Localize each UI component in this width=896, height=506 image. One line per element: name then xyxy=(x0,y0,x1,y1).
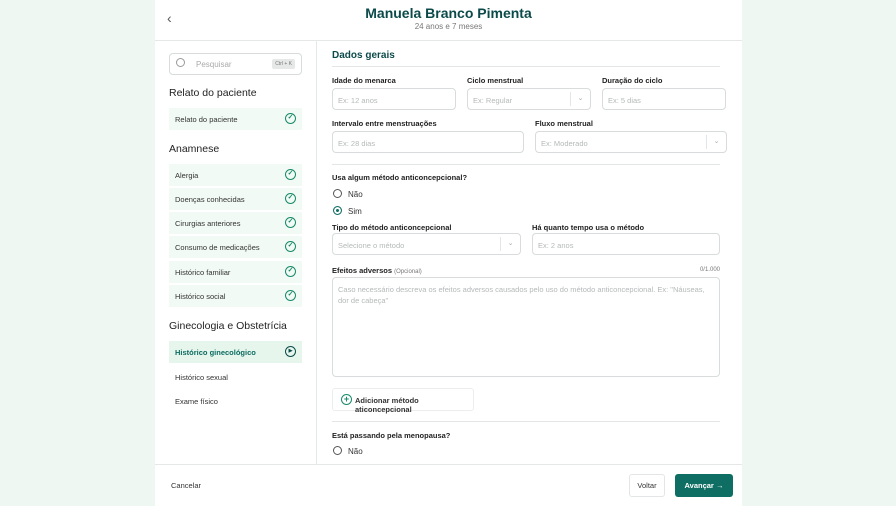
label: Duração do ciclo xyxy=(602,76,663,85)
check-circle-icon: ✓ xyxy=(285,241,296,252)
ciclo-menstrual-select[interactable]: Ex: Regular ⌄ xyxy=(467,88,591,110)
radio-sim[interactable]: Sim xyxy=(333,206,362,216)
item-label: Histórico sexual xyxy=(175,373,228,382)
radio-menopausa-nao[interactable]: Não xyxy=(333,446,363,456)
duracao-ciclo-input[interactable]: Ex: 5 dias xyxy=(602,88,726,110)
label-text: Efeitos adversos xyxy=(332,266,393,275)
item-label: Histórico ginecológico xyxy=(175,348,256,357)
fluxo-select[interactable]: Ex: Moderado ⌄ xyxy=(535,131,727,153)
button-label: Adicionar método aticoncepcional xyxy=(355,396,419,414)
add-method-button[interactable]: + Adicionar método aticoncepcional xyxy=(332,388,474,414)
arrow-right-icon: → xyxy=(715,481,724,490)
label: Há quanto tempo usa o método xyxy=(532,223,645,232)
label: Ciclo menstrual xyxy=(467,76,524,85)
item-label: Cirurgias anteriores xyxy=(175,219,241,228)
item-label: Doenças conhecidas xyxy=(175,195,245,204)
check-circle-icon: ✓ xyxy=(285,217,296,228)
sidebar: Pesquisar Ctrl + K Relato do paciente Re… xyxy=(155,41,317,464)
divider xyxy=(332,66,720,67)
sidebar-item-alergia[interactable]: Alergia ✓ xyxy=(169,164,302,186)
sidebar-item-social[interactable]: Histórico social ✓ xyxy=(169,285,302,307)
shortcut-badge: Ctrl + K xyxy=(272,59,295,69)
check-circle-icon: ✓ xyxy=(285,113,296,124)
chevron-down-icon: ⌄ xyxy=(706,135,726,149)
placeholder: Ex: Moderado xyxy=(541,139,588,148)
placeholder: Ex: 5 dias xyxy=(608,96,641,105)
back-chevron-icon[interactable]: ‹ xyxy=(167,10,172,26)
header: ‹ Manuela Branco Pimenta 24 anos e 7 mes… xyxy=(155,0,742,41)
tempo-metodo-input[interactable]: Ex: 2 anos xyxy=(532,233,720,255)
label: Intervalo entre menstruações xyxy=(332,119,437,128)
sidebar-item-relato[interactable]: Relato do paciente ✓ xyxy=(169,108,302,130)
placeholder: Caso necessário descreva os efeitos adve… xyxy=(338,285,705,305)
question: Está passando pela menopausa? xyxy=(332,431,451,440)
item-label: Consumo de medicações xyxy=(175,243,260,252)
label: Efeitos adversos (Opcional) xyxy=(332,266,422,275)
placeholder: Ex: 12 anos xyxy=(338,96,378,105)
sidebar-item-familiar[interactable]: Histórico familiar ✓ xyxy=(169,261,302,283)
next-button[interactable]: Avançar → xyxy=(675,474,733,497)
label: Tipo do método anticoncepcional xyxy=(332,223,452,232)
radio-label: Sim xyxy=(348,207,362,216)
radio-circle xyxy=(333,189,342,198)
item-label: Exame físico xyxy=(175,397,218,406)
divider xyxy=(332,164,720,165)
radio-label: Não xyxy=(348,190,363,199)
divider xyxy=(332,421,720,422)
placeholder: Ex: 28 dias xyxy=(338,139,376,148)
item-label: Relato do paciente xyxy=(175,115,238,124)
sidebar-item-sexual[interactable]: Histórico sexual xyxy=(169,366,302,388)
label: Fluxo menstrual xyxy=(535,119,593,128)
radio-circle xyxy=(333,206,342,215)
tipo-metodo-select[interactable]: Selecione o método ⌄ xyxy=(332,233,521,255)
item-label: Histórico social xyxy=(175,292,226,301)
sidebar-item-exame[interactable]: Exame físico xyxy=(169,390,302,412)
button-label: Avançar xyxy=(684,481,714,490)
check-circle-icon: ✓ xyxy=(285,266,296,277)
item-label: Histórico familiar xyxy=(175,268,231,277)
placeholder: Ex: Regular xyxy=(473,96,513,105)
group-title: Relato do paciente xyxy=(169,87,257,99)
sidebar-item-ginecologico[interactable]: Histórico ginecológico ▶ xyxy=(169,341,302,363)
question: Usa algum método anticoncepcional? xyxy=(332,173,468,182)
sidebar-item-doencas[interactable]: Doenças conhecidas ✓ xyxy=(169,188,302,210)
group-title: Ginecologia e Obstetrícia xyxy=(169,320,287,332)
item-label: Alergia xyxy=(175,171,199,180)
back-button[interactable]: Voltar xyxy=(629,474,665,497)
play-circle-icon: ▶ xyxy=(285,346,296,357)
check-circle-icon: ✓ xyxy=(285,169,296,180)
group-title: Anamnese xyxy=(169,143,220,155)
plus-circle-icon: + xyxy=(341,394,352,405)
search-input[interactable]: Pesquisar Ctrl + K xyxy=(169,53,302,75)
placeholder: Ex: 2 anos xyxy=(538,241,574,250)
intervalo-input[interactable]: Ex: 28 dias xyxy=(332,131,524,153)
chevron-down-icon: ⌄ xyxy=(570,92,590,106)
radio-nao[interactable]: Não xyxy=(333,189,363,199)
sidebar-item-cirurgias[interactable]: Cirurgias anteriores ✓ xyxy=(169,212,302,234)
label: Idade do menarca xyxy=(332,76,396,85)
app-window: ‹ Manuela Branco Pimenta 24 anos e 7 mes… xyxy=(155,0,742,506)
cancel-button[interactable]: Cancelar xyxy=(171,481,202,490)
search-icon xyxy=(176,58,185,67)
char-counter: 0/1.000 xyxy=(699,267,720,273)
placeholder: Selecione o método xyxy=(338,241,405,250)
patient-name: Manuela Branco Pimenta xyxy=(365,5,532,21)
efeitos-textarea[interactable]: Caso necessário descreva os efeitos adve… xyxy=(332,277,720,377)
optional-tag: (Opcional) xyxy=(394,269,422,275)
search-placeholder: Pesquisar xyxy=(196,60,232,69)
chevron-down-icon: ⌄ xyxy=(500,237,520,251)
check-circle-icon: ✓ xyxy=(285,193,296,204)
check-circle-icon: ✓ xyxy=(285,290,296,301)
radio-circle xyxy=(333,446,342,455)
patient-age: 24 anos e 7 meses xyxy=(414,22,483,31)
idade-menarca-input[interactable]: Ex: 12 anos xyxy=(332,88,456,110)
radio-label: Não xyxy=(348,447,363,456)
footer: Cancelar Voltar Avançar → xyxy=(155,464,742,506)
section-title: Dados gerais xyxy=(332,50,395,61)
form-area: Dados gerais Idade do menarca Ex: 12 ano… xyxy=(317,41,742,464)
sidebar-item-medicacoes[interactable]: Consumo de medicações ✓ xyxy=(169,236,302,258)
